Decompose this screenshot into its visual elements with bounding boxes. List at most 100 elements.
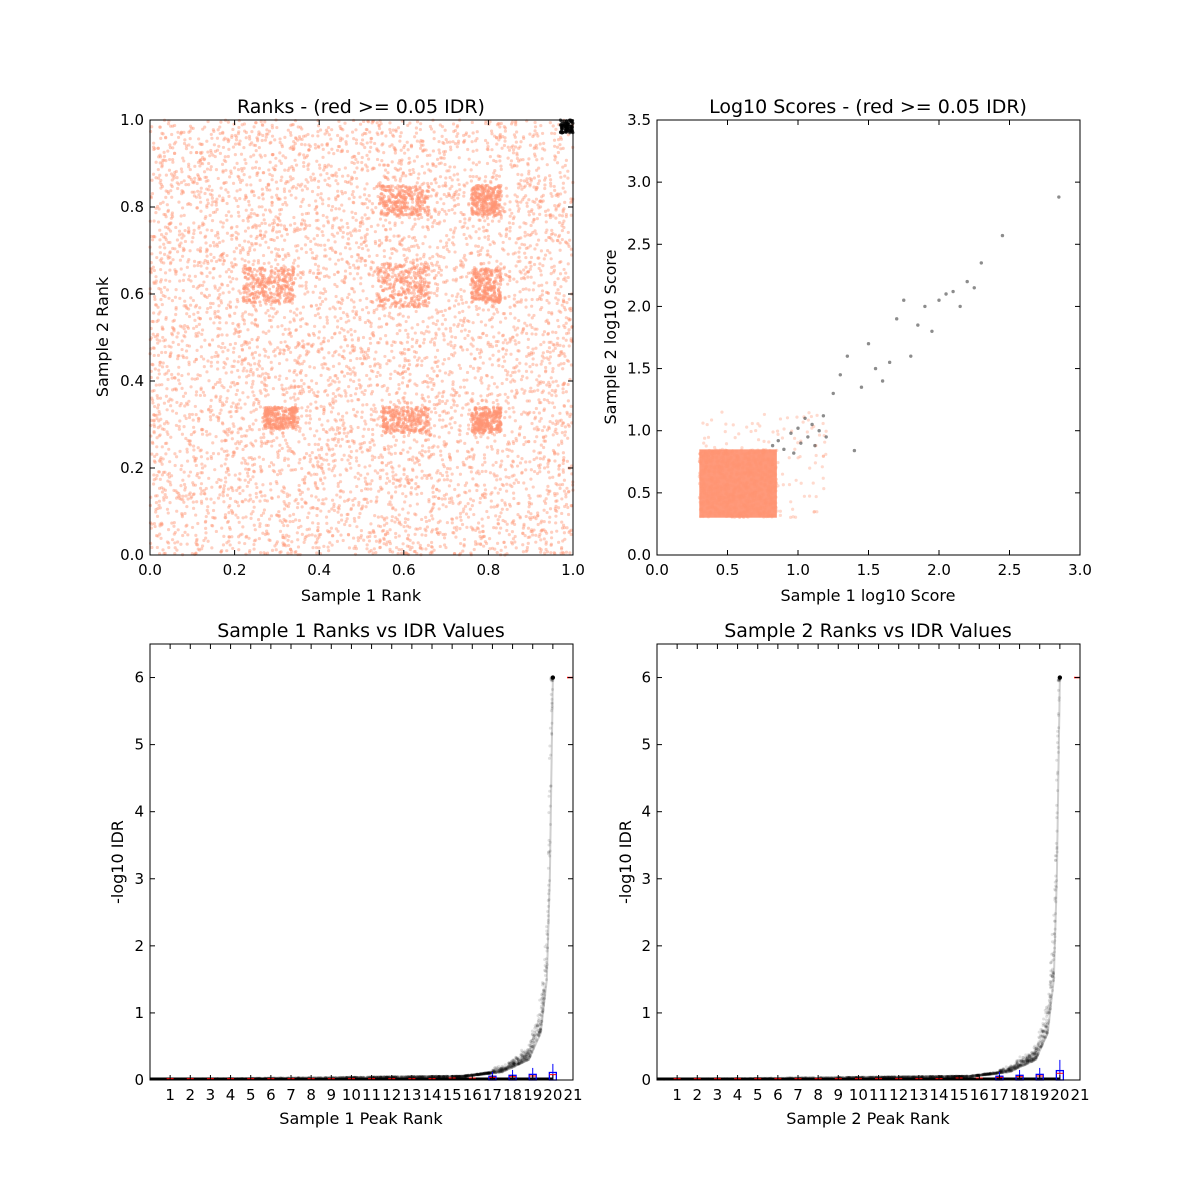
rank-point — [561, 367, 565, 371]
rank-point — [155, 445, 159, 449]
rank-point — [212, 255, 216, 260]
rank-point — [313, 176, 317, 181]
rank-point — [432, 343, 437, 347]
rank-point — [189, 151, 193, 155]
rank-point — [316, 185, 320, 189]
rank-point — [560, 431, 564, 435]
rank-point — [275, 513, 279, 517]
rank-point — [231, 265, 236, 269]
rank-point — [235, 237, 239, 241]
rank-point — [431, 162, 435, 166]
rank-point — [442, 280, 446, 284]
rank-point — [187, 344, 192, 348]
rank-point — [530, 421, 534, 426]
rank-point — [279, 340, 283, 345]
rank-point — [566, 230, 570, 235]
rank-point — [356, 265, 361, 269]
rank-point — [536, 522, 540, 527]
rank-point — [371, 432, 375, 437]
rank-point — [569, 404, 573, 408]
rank-point — [457, 428, 461, 432]
rank-point — [435, 488, 439, 492]
rank-point — [344, 320, 348, 324]
rank-point — [179, 484, 183, 488]
rank-point — [551, 124, 555, 128]
rank-point — [213, 312, 217, 316]
rank-point — [353, 211, 358, 216]
rank-point — [532, 410, 536, 415]
rank-point — [322, 336, 326, 340]
rank-point — [187, 360, 191, 364]
rank-point — [406, 332, 410, 336]
rank-point — [518, 461, 523, 465]
rank-point — [421, 454, 425, 458]
rank-point — [284, 255, 288, 259]
rank-point — [177, 491, 181, 496]
rank-point — [493, 439, 497, 443]
rank-point — [152, 141, 156, 145]
rank-point — [523, 230, 527, 234]
rank-point — [193, 404, 197, 409]
rank-point — [563, 190, 567, 194]
rank-point — [542, 257, 546, 261]
rank-point — [302, 219, 307, 223]
rank-point — [384, 235, 388, 239]
rank-point — [263, 354, 267, 358]
rank-point — [325, 274, 329, 278]
rank-point — [532, 457, 536, 462]
rank-point — [331, 400, 335, 404]
rank-point — [445, 194, 449, 199]
rank-point — [339, 533, 343, 537]
rank-point — [421, 225, 425, 229]
rank-point — [230, 237, 234, 241]
rank-point — [202, 357, 206, 361]
rank-point — [210, 355, 214, 359]
rank-point — [467, 329, 471, 334]
rank-point — [187, 314, 192, 319]
rank-point — [443, 497, 447, 501]
rank-point — [431, 506, 435, 510]
rank-point — [366, 248, 370, 252]
rank-point — [292, 379, 296, 383]
rank-point — [506, 252, 510, 256]
rank-point — [299, 378, 304, 382]
rank-point — [282, 349, 287, 353]
rank-point — [384, 218, 388, 222]
rank-point — [304, 373, 308, 378]
rank-point — [169, 404, 173, 408]
rank-point — [443, 162, 447, 167]
rank-point — [405, 524, 410, 528]
rank-point — [377, 325, 381, 329]
rank-point — [525, 201, 529, 205]
rank-point — [414, 392, 419, 396]
rank-point — [301, 218, 305, 222]
rank-point — [274, 215, 278, 219]
rank-point — [150, 252, 154, 256]
rank-point — [398, 158, 402, 163]
rank-point — [213, 382, 218, 386]
rank-point — [374, 539, 379, 543]
rank-point — [327, 133, 331, 137]
rank-point — [540, 354, 544, 358]
rank-point — [283, 135, 287, 139]
rank-point — [160, 327, 164, 331]
rank-point — [278, 443, 282, 447]
rank-point — [304, 322, 308, 326]
rank-point — [162, 339, 166, 343]
rank-point — [222, 403, 226, 407]
rank-point — [388, 239, 392, 243]
rank-point — [263, 138, 268, 142]
rank-point — [418, 543, 422, 547]
rank-point — [270, 221, 275, 226]
rank-point — [391, 506, 395, 510]
rank-point — [384, 463, 389, 467]
rank-point — [292, 261, 296, 265]
rank-point — [528, 244, 532, 248]
rank-point — [512, 133, 517, 137]
rank-point — [156, 353, 161, 357]
rank-point — [248, 175, 252, 179]
rank-point — [164, 495, 169, 499]
rank-point — [200, 332, 204, 336]
rank-point — [382, 383, 386, 388]
rank-point — [564, 215, 568, 219]
